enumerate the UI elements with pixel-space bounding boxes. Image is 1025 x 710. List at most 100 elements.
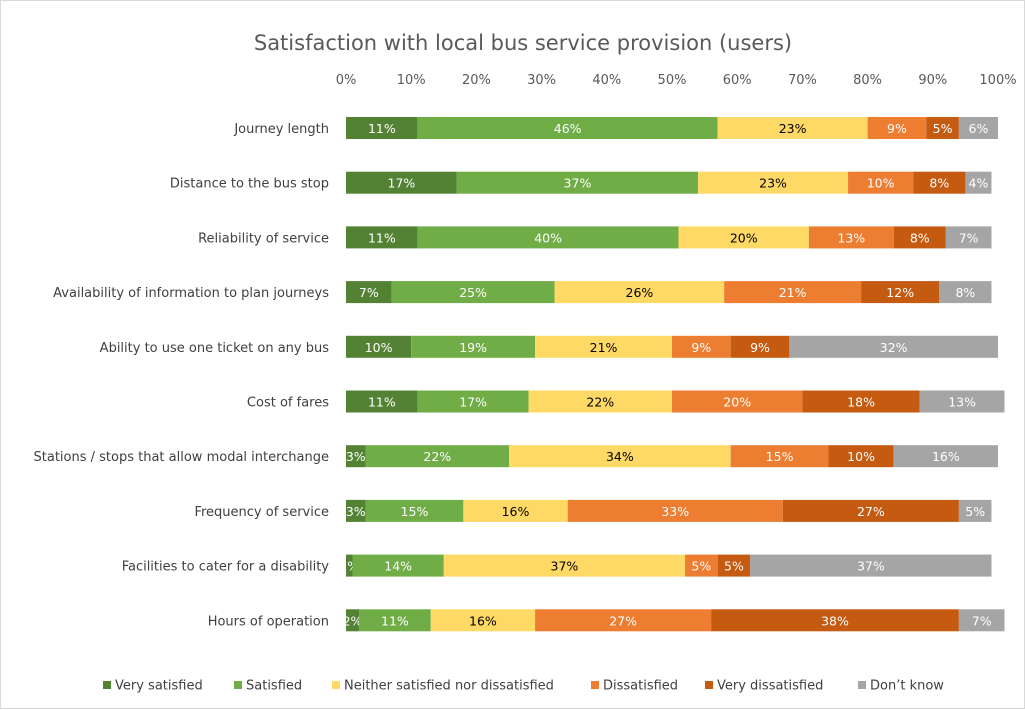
- data-label: 16%: [502, 504, 530, 519]
- bar-segment: [893, 226, 946, 249]
- legend-label: Very dissatisfied: [717, 679, 823, 694]
- bar-segment: [417, 117, 718, 139]
- data-label: 26%: [626, 285, 654, 300]
- data-label: 11%: [368, 230, 396, 245]
- bar-segment: [782, 499, 959, 522]
- legend-swatch: [705, 681, 713, 689]
- data-label: 27%: [857, 504, 885, 519]
- data-label: 34%: [606, 449, 634, 464]
- bars: Journey length 11% 46% 23% 9% 5% 6% Distance to…: [34, 117, 1005, 632]
- legend-label: Dissatisfied: [603, 679, 678, 694]
- data-label: 19%: [459, 340, 487, 355]
- data-label: 18%: [847, 395, 875, 410]
- bar-segment: [867, 117, 927, 139]
- data-label: 14%: [384, 559, 412, 574]
- data-label: 16%: [469, 613, 497, 628]
- category-label: Distance to the bus stop: [170, 177, 329, 192]
- bar-segment: [346, 390, 418, 413]
- data-label: 37%: [551, 559, 579, 574]
- bar-segment: [730, 335, 790, 358]
- bar-segment: [463, 499, 568, 522]
- bar-segment: [346, 335, 412, 358]
- x-tick-label: 50%: [658, 73, 687, 88]
- bar-segment: [359, 609, 431, 632]
- data-label: 10%: [365, 340, 393, 355]
- data-label: 21%: [590, 340, 618, 355]
- x-tick-label: 20%: [462, 73, 491, 88]
- bar-segment: [346, 281, 392, 304]
- data-label: 9%: [887, 121, 907, 136]
- data-label: 9%: [750, 340, 770, 355]
- x-tick-label: 0%: [336, 73, 357, 88]
- data-label: 16%: [932, 449, 960, 464]
- legend-swatch: [858, 681, 866, 689]
- chart-title: Satisfaction with local bus service prov…: [254, 31, 792, 55]
- bar-segment: [958, 609, 1005, 632]
- data-label: 5%: [933, 121, 953, 136]
- data-label: 21%: [779, 285, 807, 300]
- bar-segment: [456, 171, 699, 194]
- x-tick-label: 70%: [788, 73, 817, 88]
- bar-segment: [965, 171, 992, 194]
- data-label: 9%: [691, 340, 711, 355]
- bar-segment: [672, 390, 803, 413]
- data-label: 23%: [779, 121, 807, 136]
- bar-segment: [365, 445, 509, 468]
- x-tick-label: 60%: [723, 73, 752, 88]
- data-label: 46%: [554, 121, 582, 136]
- data-label: 22%: [586, 395, 614, 410]
- category-label: Frequency of service: [194, 505, 329, 520]
- bar-segment: [893, 445, 998, 468]
- bar-segment: [939, 281, 992, 304]
- legend-swatch: [234, 681, 242, 689]
- category-label: Journey length: [233, 122, 329, 137]
- bar-segment: [417, 390, 529, 413]
- bar-segment: [535, 609, 712, 632]
- bar-segment: [411, 335, 536, 358]
- bar-segment: [678, 226, 809, 249]
- bar-segment: [346, 445, 366, 468]
- bar-segment: [346, 117, 418, 139]
- x-axis-ticks: 0% 10% 20% 30% 40% 50% 60% 70% 80% 90% 100%: [336, 73, 1017, 88]
- data-label: 32%: [880, 340, 908, 355]
- bar-segment: [346, 499, 366, 522]
- bar-segment: [391, 281, 555, 304]
- bar-segment: [698, 171, 849, 194]
- legend-swatch: [103, 681, 111, 689]
- x-tick-label: 40%: [592, 73, 621, 88]
- data-label: 8%: [910, 230, 930, 245]
- bar-segment: [958, 499, 992, 522]
- data-label: 11%: [368, 395, 396, 410]
- bar-segment: [554, 281, 725, 304]
- bar-segment: [346, 554, 353, 577]
- data-label: 17%: [459, 395, 487, 410]
- bar-segment: [535, 335, 672, 358]
- bar-segment: [789, 335, 998, 358]
- data-label: 7%: [359, 285, 379, 300]
- bar-segment: [717, 554, 751, 577]
- data-label: 2%: [343, 613, 363, 628]
- x-tick-label: 10%: [397, 73, 426, 88]
- bar-segment: [352, 554, 444, 577]
- x-tick-label: 80%: [853, 73, 882, 88]
- data-label: 10%: [867, 176, 895, 191]
- bar-segment: [672, 335, 731, 358]
- data-label: 40%: [534, 230, 562, 245]
- data-label: 15%: [766, 449, 794, 464]
- bar-segment: [913, 171, 966, 194]
- category-label: Availability of information to plan jour…: [53, 286, 329, 301]
- legend: Very satisfied Satisfied Neither satisfied…: [103, 679, 944, 694]
- data-label: 33%: [661, 504, 689, 519]
- data-label: 8%: [929, 176, 949, 191]
- category-label: Stations / stops that allow modal interc…: [34, 450, 329, 465]
- data-label: 7%: [972, 613, 992, 628]
- legend-swatch: [591, 681, 599, 689]
- bar-segment: [828, 445, 894, 468]
- data-label: 8%: [955, 285, 975, 300]
- bar-segment: [417, 226, 679, 249]
- x-tick-label: 90%: [918, 73, 947, 88]
- bar-segment: [509, 445, 731, 468]
- data-label: 3%: [346, 449, 366, 464]
